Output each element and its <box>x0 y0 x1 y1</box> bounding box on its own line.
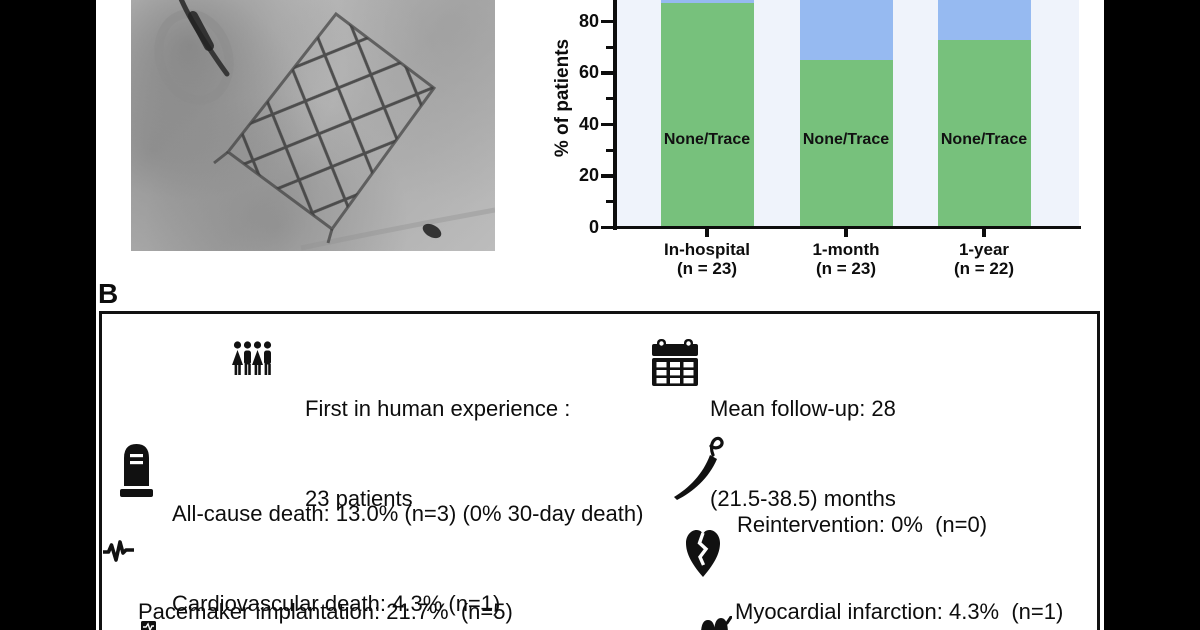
x-category-n: (n = 23) <box>816 259 876 278</box>
y-minor-tick <box>606 148 613 152</box>
people-group-icon <box>232 341 272 375</box>
y-tick <box>601 225 613 230</box>
stent-crown-tips <box>213 150 334 244</box>
bar-segment-none-trace <box>799 59 893 228</box>
people-partial-icon <box>701 616 732 630</box>
y-tick-label: 60 <box>578 62 599 82</box>
catheter-tip <box>188 11 214 51</box>
stat-line: Cardiovascular death: 4.3% (n=1) <box>172 591 501 616</box>
stat-pacemaker: Pacemaker implantation: 21.7% (n=5) <box>138 537 513 630</box>
y-tick-label: 40 <box>578 113 599 134</box>
bar-segment-upper <box>937 0 1031 41</box>
stat-follow-up: Mean follow-up: 28 (21.5-38.5) months <box>710 334 896 574</box>
figure-page: None/Trace In-hospital (n = 23) None/Trace 1… <box>96 0 1104 630</box>
bar-segment-upper <box>660 0 754 4</box>
tombstone-icon <box>120 444 153 497</box>
guidewire <box>300 207 495 251</box>
y-tick <box>601 19 613 24</box>
y-tick <box>601 174 613 178</box>
ecg-trace-icon <box>103 540 134 562</box>
bar-inner-label: None/Trace <box>663 131 751 148</box>
y-tick <box>601 122 613 127</box>
x-category-name: 1-year <box>958 240 1010 259</box>
stat-line: First in human experience : <box>305 396 571 421</box>
catheter-loop <box>154 9 234 105</box>
bar-chart: None/Trace In-hospital (n = 23) None/Trace 1… <box>96 0 1104 630</box>
y-tick-label: 20 <box>578 165 599 185</box>
stat-death: All-cause death: 13.0% (n=3) (0% 30-day … <box>172 439 643 630</box>
radiopaque-marker <box>422 223 442 239</box>
y-minor-tick <box>606 45 613 49</box>
stent-mesh-graphic <box>154 0 495 251</box>
x-category-label: 1-month (n = 23) <box>776 240 916 278</box>
bar-segment-none-trace <box>937 40 1031 228</box>
x-tick <box>982 229 986 237</box>
stat-line: Pacemaker implantation: 21.7% (n=5) <box>138 599 513 624</box>
y-axis-title: % of patients <box>552 38 573 158</box>
bar-inner-label: None/Trace <box>802 131 890 148</box>
bar-segment-none-trace <box>660 3 754 228</box>
x-axis-line <box>613 225 1081 229</box>
x-category-name: 1-month <box>812 240 880 259</box>
stat-mi: Myocardial infarction: 4.3% (n=1) <box>735 537 1063 630</box>
x-category-name: In-hospital <box>664 240 750 259</box>
stat-first-in-human: First in human experience : 23 patients <box>305 334 570 574</box>
bar-inner-label: None/Trace <box>940 131 1028 148</box>
stat-line: All-cause death: 13.0% (n=3) (0% 30-day … <box>172 501 644 526</box>
panel-b-label: B <box>98 278 119 309</box>
stat-line: Myocardial infarction: 4.3% (n=1) <box>735 599 1064 624</box>
fluoroscopy-image <box>131 0 495 251</box>
bar-segment-upper <box>799 0 893 60</box>
calendar-icon <box>652 339 698 386</box>
x-category-n: (n = 23) <box>677 259 737 278</box>
broken-heart-icon <box>686 530 720 577</box>
stat-reintervention: Reintervention: 0% (n=0) <box>737 450 987 630</box>
x-category-n: (n = 22) <box>954 259 1014 278</box>
x-tick <box>705 229 709 237</box>
y-minor-tick <box>606 200 613 204</box>
y-axis-line <box>613 0 617 230</box>
stent-outline <box>225 11 437 232</box>
stat-line: 23 patients <box>305 486 413 511</box>
y-minor-tick <box>606 97 613 101</box>
monitor-icon <box>141 621 156 630</box>
y-tick-label: 0 <box>588 216 599 237</box>
y-tick <box>601 71 613 75</box>
stat-line: Reintervention: 0% (n=0) <box>737 512 988 537</box>
stat-line: (21.5-38.5) months <box>710 486 896 511</box>
x-category-label: In-hospital (n = 23) <box>637 240 777 278</box>
y-tick-label: 80 <box>578 10 599 31</box>
x-tick <box>844 229 848 237</box>
x-category-label: 1-year (n = 22) <box>914 240 1054 278</box>
suture-needle-icon <box>674 436 724 500</box>
stat-line: Mean follow-up: 28 <box>710 396 896 421</box>
